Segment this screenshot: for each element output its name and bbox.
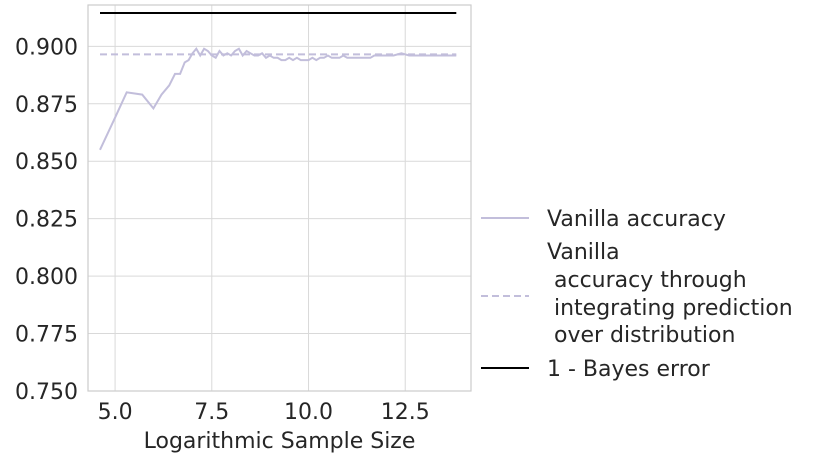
legend-label: Vanilla accuracy (547, 207, 726, 232)
series-layer (99, 12, 457, 151)
vanilla-accuracy-line (99, 46, 457, 151)
y-tick-label: 0.775 (15, 323, 78, 348)
x-tick-label: 12.5 (381, 400, 430, 425)
y-tick-label: 0.850 (15, 150, 78, 175)
legend-entry-integrated-accuracy: Vanilla accuracy through integrating pre… (481, 240, 793, 348)
x-axis-label: Logarithmic Sample Size (144, 429, 416, 454)
plot-frame (87, 4, 472, 392)
x-tick-label: 7.5 (194, 400, 229, 425)
legend-entry-bayes-error: 1 - Bayes error (481, 357, 711, 382)
y-tick-label: 0.750 (15, 380, 78, 405)
y-tick-label: 0.825 (15, 208, 78, 233)
legend-entry-vanilla-accuracy: Vanilla accuracy (481, 207, 726, 232)
legend: Vanilla accuracy Vanilla accuracy through… (481, 207, 793, 382)
x-tick-label: 5.0 (98, 400, 133, 425)
y-tick-label: 0.900 (15, 35, 78, 60)
y-tick-label: 0.875 (15, 93, 78, 118)
y-tick-labels: 0.750 0.775 0.800 0.825 0.850 0.875 0.900 (15, 35, 78, 405)
x-tick-label: 10.0 (284, 400, 333, 425)
legend-label: Vanilla accuracy through integrating pre… (547, 240, 793, 348)
legend-label: 1 - Bayes error (547, 357, 711, 382)
x-tick-labels: 5.0 7.5 10.0 12.5 (98, 400, 430, 425)
x-grid (114, 5, 406, 391)
y-tick-label: 0.800 (15, 265, 78, 290)
